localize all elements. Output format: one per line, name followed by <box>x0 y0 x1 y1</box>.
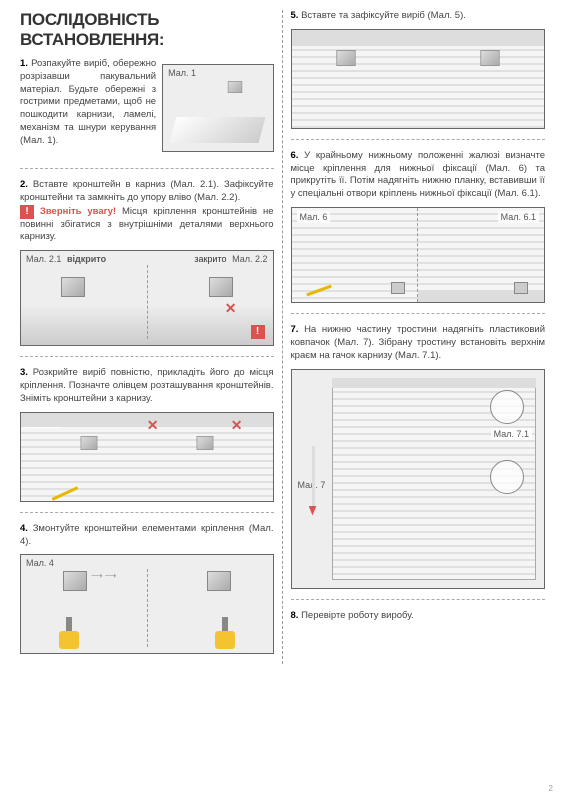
warning-icon: ! <box>20 205 34 219</box>
fig-4-label: Мал. 4 <box>26 558 54 568</box>
step-7-num: 7. <box>291 324 299 335</box>
step-5-num: 5. <box>291 10 299 21</box>
figure-1: Мал. 1 <box>162 64 273 152</box>
separator <box>291 139 546 140</box>
separator <box>20 168 274 169</box>
drill-icon <box>211 613 239 649</box>
step-2-num: 2. <box>20 179 28 190</box>
separator <box>291 599 546 600</box>
step-8-num: 8. <box>291 610 299 621</box>
step-6: 6. У крайньому нижньому положенні жалюзі… <box>291 150 546 303</box>
figure-2: Мал. 2.1 відкрито закрито Мал. 2.2 ✕ ! <box>20 250 274 346</box>
step-3-text: Розкрийте виріб повністю, прикладіть йог… <box>20 367 274 404</box>
drill-icon <box>55 613 83 649</box>
step-2: 2. Вставте кронштейн в карниз (Мал. 2.1)… <box>20 179 274 346</box>
x-mark-icon: ✕ <box>231 417 243 434</box>
separator <box>20 356 274 357</box>
step-1-num: 1. <box>20 58 28 69</box>
page-number: 2 <box>549 784 553 793</box>
step-5: 5. Вставте та зафіксуйте виріб (Мал. 5).… <box>291 10 546 129</box>
fig-6-label: Мал. 6 <box>297 211 331 223</box>
step-5-text: Вставте та зафіксуйте виріб (Мал. 5). <box>301 10 466 21</box>
figure-5: Мал. 5 <box>291 29 546 129</box>
page-title: ПОСЛІДОВНІСТЬ ВСТАНОВЛЕННЯ: <box>20 10 274 50</box>
warning-icon: ! <box>251 325 265 339</box>
figure-4: Мал. 4 ⟶ ⟶ <box>20 554 274 654</box>
wand-icon <box>312 446 315 506</box>
x-mark-icon: ✕ <box>147 417 159 434</box>
fig-open-label: відкрито <box>67 254 106 264</box>
step-1-text: Розпакуйте виріб, обережно розрізавши па… <box>20 58 156 146</box>
figure-7: Мал. 7.1 Мал. 7 <box>291 369 546 589</box>
figure-3: Мал. 3 ✕ ✕ <box>20 412 274 502</box>
step-7: 7. На нижню частину тростини надягніть п… <box>291 324 546 588</box>
step-4: 4. Змонтуйте кронштейни елементами кріпл… <box>20 523 274 655</box>
fig-21-label: Мал. 2.1 <box>26 254 61 264</box>
fig-22-label: Мал. 2.2 <box>232 254 267 264</box>
step-6-text: У крайньому нижньому положенні жалюзі ви… <box>291 150 546 199</box>
warning-label: Зверніть увагу! <box>40 206 116 217</box>
fig-closed-label: закрито <box>194 254 226 264</box>
step-8: 8. Перевірте роботу виробу. <box>291 610 546 623</box>
figure-6: Мал. 6 Мал. 6.1 <box>291 207 546 303</box>
step-4-text: Змонтуйте кронштейни елементами кріпленн… <box>20 523 274 547</box>
step-7-text: На нижню частину тростини надягніть плас… <box>291 324 546 361</box>
fig-61-label: Мал. 6.1 <box>498 211 539 223</box>
step-8-text: Перевірте роботу виробу. <box>301 610 414 621</box>
fig-1-label: Мал. 1 <box>168 68 196 78</box>
step-2-text: Вставте кронштейн в карниз (Мал. 2.1). З… <box>20 179 274 203</box>
separator <box>20 512 274 513</box>
separator <box>291 313 546 314</box>
step-4-num: 4. <box>20 523 28 534</box>
step-3: 3. Розкрийте виріб повністю, прикладіть … <box>20 367 274 501</box>
x-mark-icon: ✕ <box>225 300 237 317</box>
step-3-num: 3. <box>20 367 28 378</box>
step-1: 1. Розпакуйте виріб, обережно розрізавши… <box>20 58 274 158</box>
fig-71-label: Мал. 7.1 <box>491 428 532 440</box>
step-6-num: 6. <box>291 150 299 161</box>
